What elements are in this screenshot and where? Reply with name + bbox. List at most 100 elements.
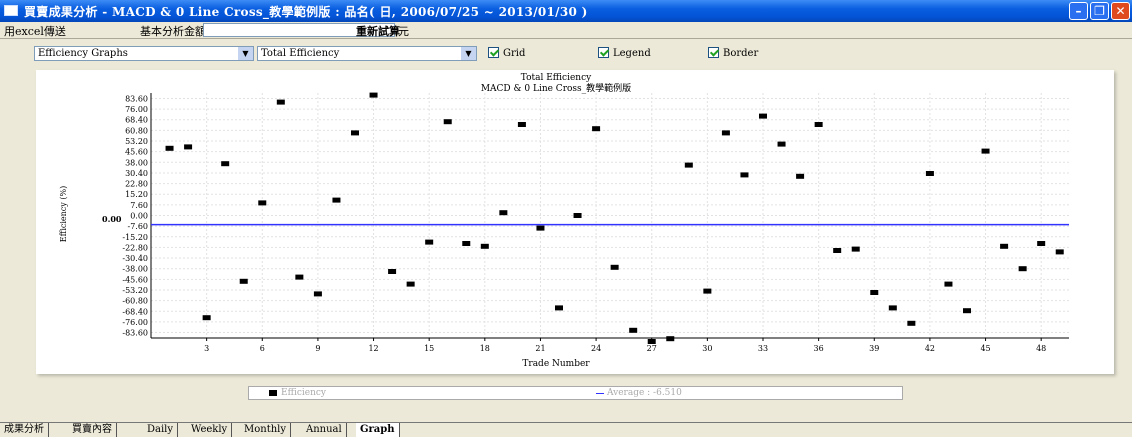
average-legend-label: Average : -6.510 bbox=[607, 388, 682, 398]
x-tick-label: 24 bbox=[591, 344, 601, 353]
excel-export-button[interactable]: 用excel傳送 bbox=[4, 25, 66, 38]
title-bar: 買賣成果分析 - MACD & 0 Line Cross_教學範例版 : 品名(… bbox=[0, 0, 1132, 22]
efficiency-point bbox=[777, 141, 786, 147]
y-tick-label: 76.00 bbox=[125, 105, 148, 114]
tab-monthly[interactable]: Monthly bbox=[240, 423, 292, 437]
minimize-icon[interactable]: – bbox=[1069, 2, 1088, 20]
x-tick-label: 48 bbox=[1036, 344, 1046, 353]
y-tick-label: -30.40 bbox=[122, 254, 148, 263]
amount-input[interactable] bbox=[203, 23, 395, 37]
app-window-icon bbox=[4, 5, 18, 16]
y-tick-label: -45.60 bbox=[122, 275, 148, 284]
y-tick-label: 45.60 bbox=[125, 148, 148, 157]
efficiency-point bbox=[833, 248, 842, 253]
x-tick-label: 18 bbox=[480, 344, 490, 353]
zero-marker-label: 0.00 bbox=[102, 214, 122, 224]
legend-checkbox-label: Legend bbox=[613, 48, 651, 59]
efficiency-point bbox=[814, 122, 823, 127]
recalculate-button[interactable]: 重新試算 bbox=[356, 25, 400, 38]
efficiency-point bbox=[351, 130, 359, 136]
border-checkbox[interactable]: Border bbox=[708, 47, 758, 59]
graph-type-select[interactable]: Efficiency Graphs ▼ bbox=[34, 46, 254, 61]
efficiency-point bbox=[313, 291, 322, 297]
chart-subtitle: MACD & 0 Line Cross_教學範例版 bbox=[481, 82, 631, 94]
grid-checkbox[interactable]: Grid bbox=[488, 47, 525, 59]
efficiency-point bbox=[388, 269, 397, 274]
efficiency-point bbox=[1037, 241, 1046, 246]
x-tick-label: 15 bbox=[424, 344, 434, 353]
y-tick-label: 60.80 bbox=[125, 126, 148, 135]
efficiency-point bbox=[1018, 266, 1027, 272]
efficiency-point bbox=[925, 171, 934, 176]
chevron-down-icon: ▼ bbox=[461, 47, 476, 60]
efficiency-point bbox=[647, 339, 656, 344]
maximize-icon[interactable]: ❐ bbox=[1090, 2, 1109, 20]
chart-title: Total Efficiency bbox=[521, 73, 592, 83]
y-tick-label: 15.20 bbox=[125, 190, 148, 199]
efficiency-chart: Total Efficiency MACD & 0 Line Cross_教學範… bbox=[59, 73, 1069, 369]
efficiency-point bbox=[684, 162, 693, 168]
x-tick-label: 36 bbox=[814, 344, 824, 353]
efficiency-point bbox=[258, 200, 267, 206]
graph-type-value: Efficiency Graphs bbox=[38, 48, 128, 59]
efficiency-point bbox=[888, 305, 897, 311]
y-tick-label: -7.60 bbox=[127, 222, 148, 231]
efficiency-point bbox=[517, 122, 526, 127]
efficiency-point bbox=[610, 264, 619, 270]
average-legend-line-icon bbox=[596, 393, 604, 394]
efficiency-point bbox=[870, 290, 879, 295]
efficiency-point bbox=[221, 161, 230, 167]
efficiency-point bbox=[165, 145, 174, 151]
x-tick-label: 27 bbox=[647, 344, 657, 353]
efficiency-point bbox=[721, 130, 730, 136]
efficiency-point bbox=[555, 305, 563, 311]
legend-checkbox[interactable]: Legend bbox=[598, 47, 651, 59]
bottom-tab-bar: 成果分析 買賣內容 Daily Weekly Monthly Annual Gr… bbox=[0, 422, 1132, 437]
unit-label: 元 bbox=[398, 25, 409, 38]
tab-analysis[interactable]: 成果分析 bbox=[0, 423, 49, 437]
y-tick-label: -15.20 bbox=[122, 233, 148, 242]
y-tick-label: -53.20 bbox=[122, 286, 148, 295]
y-tick-label: -68.40 bbox=[122, 307, 148, 316]
efficiency-point bbox=[666, 336, 675, 342]
y-tick-label: 22.80 bbox=[125, 180, 148, 189]
x-axis-label: Trade Number bbox=[522, 359, 590, 369]
efficiency-point bbox=[239, 278, 248, 284]
x-tick-label: 45 bbox=[980, 344, 990, 353]
efficiency-point bbox=[629, 327, 638, 333]
efficiency-legend-label: Efficiency bbox=[281, 388, 327, 398]
x-tick-label: 33 bbox=[758, 344, 768, 353]
efficiency-point bbox=[536, 225, 545, 231]
efficiency-point bbox=[759, 113, 767, 119]
tab-graph[interactable]: Graph bbox=[356, 423, 400, 437]
efficiency-point bbox=[425, 239, 434, 245]
efficiency-point bbox=[499, 210, 508, 216]
y-tick-label: 0.00 bbox=[130, 212, 148, 221]
efficiency-point bbox=[480, 243, 489, 249]
metric-select[interactable]: Total Efficiency ▼ bbox=[257, 46, 477, 61]
x-tick-label: 39 bbox=[869, 344, 879, 353]
y-tick-label: 68.40 bbox=[125, 116, 148, 125]
efficiency-point bbox=[406, 281, 415, 287]
efficiency-point bbox=[1000, 243, 1009, 249]
efficiency-point bbox=[184, 144, 193, 150]
close-icon[interactable]: ✕ bbox=[1111, 2, 1130, 20]
tab-weekly[interactable]: Weekly bbox=[187, 423, 233, 437]
tab-annual[interactable]: Annual bbox=[302, 423, 347, 437]
chart-legend: Efficiency Average : -6.510 bbox=[248, 386, 903, 400]
efficiency-point bbox=[703, 288, 712, 294]
graph-panel: Efficiency Graphs ▼ Total Efficiency ▼ G… bbox=[0, 38, 1132, 422]
efficiency-point bbox=[369, 92, 378, 98]
amount-label: 基本分析金額 bbox=[140, 25, 206, 38]
y-tick-label: -76.00 bbox=[122, 318, 148, 327]
x-tick-label: 21 bbox=[535, 344, 545, 353]
y-tick-label: 38.00 bbox=[125, 158, 148, 167]
checkbox-check-icon bbox=[598, 47, 609, 58]
y-axis-label: Efficiency (%) bbox=[59, 186, 68, 242]
tab-daily[interactable]: Daily bbox=[143, 423, 179, 437]
efficiency-point bbox=[202, 315, 211, 321]
efficiency-point bbox=[907, 320, 916, 326]
y-tick-label: 30.40 bbox=[125, 169, 148, 178]
x-tick-label: 12 bbox=[368, 344, 378, 353]
tab-trades[interactable]: 買賣內容 bbox=[68, 423, 117, 437]
